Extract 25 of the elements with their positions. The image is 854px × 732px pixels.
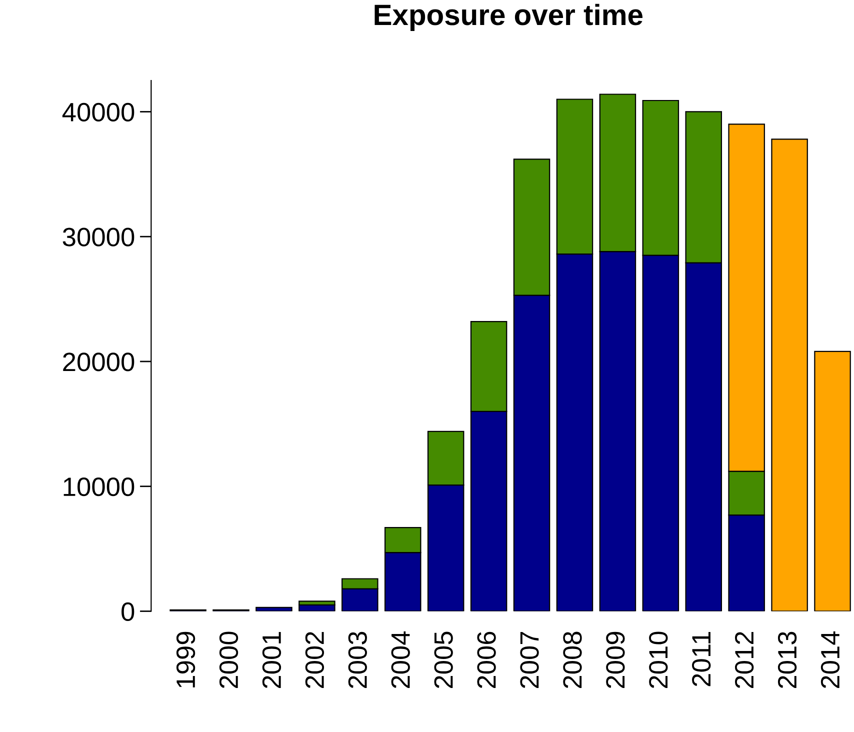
- x-tick-label: 2014: [820, 631, 840, 688]
- y-tick-label: 0: [122, 602, 134, 622]
- x-tick-label: 1999: [176, 632, 196, 688]
- bar: [771, 138, 808, 612]
- x-tick-label: 2005: [434, 632, 453, 688]
- x-tick-label: 2012: [734, 632, 754, 688]
- x-tick-label: 2006: [477, 632, 496, 688]
- x-tick-label: 2008: [563, 632, 582, 688]
- y-tick-label: 20000: [63, 352, 134, 372]
- x-tick-label: 2007: [520, 632, 539, 688]
- x-tick-label: 2010: [649, 632, 668, 688]
- y-tick-label: 30000: [62, 228, 134, 246]
- x-tick-label: 2011: [692, 632, 711, 686]
- chart-title: Exposure over time: [374, 4, 642, 32]
- bar: [814, 350, 851, 612]
- x-tick-label: 2000: [219, 632, 238, 688]
- x-tick-label: 2001: [262, 632, 282, 688]
- bar: [256, 606, 292, 612]
- y-tick-label: 40000: [62, 102, 134, 122]
- y-tick-label: 10000: [64, 477, 134, 496]
- x-tick-label: 2002: [305, 632, 324, 688]
- x-tick-label: 2013: [778, 632, 797, 688]
- x-tick-label: 2009: [606, 632, 625, 688]
- x-tick-label: 2004: [391, 631, 410, 688]
- x-tick-label: 2003: [348, 632, 367, 688]
